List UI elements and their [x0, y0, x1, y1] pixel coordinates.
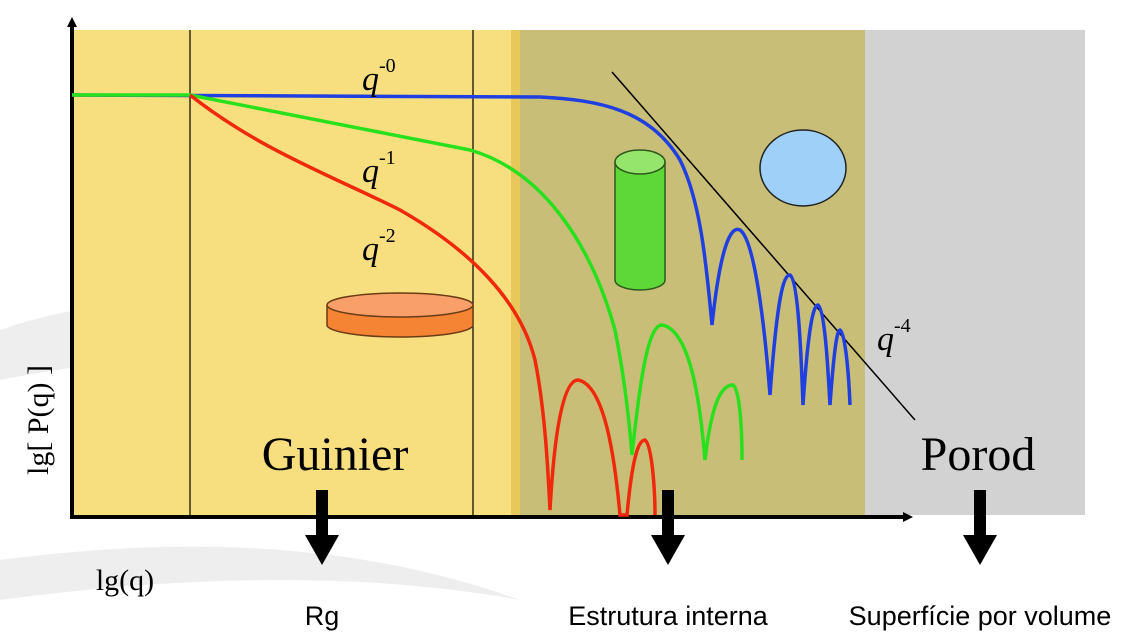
sphere-shape [759, 129, 847, 207]
output-label: Rg [305, 601, 340, 631]
green-curve [72, 93, 744, 461]
label-base: q [362, 153, 379, 190]
curve-label: q-4 [877, 315, 911, 358]
porod-region [865, 30, 1085, 515]
guinier-region [70, 30, 515, 515]
porod-slope [611, 71, 916, 421]
label-exp: -1 [379, 147, 396, 169]
curve-label: q-1 [362, 147, 396, 190]
red-curve [188, 93, 657, 517]
curve-label: q-2 [362, 225, 396, 268]
region-label: Guinier [262, 428, 409, 481]
internal-region [515, 30, 865, 515]
label-base: q [362, 61, 379, 98]
label-exp: -2 [379, 225, 396, 247]
x-axis-label: lg(q) [96, 564, 154, 597]
region-label: Porod [921, 428, 1036, 481]
region-border [511, 30, 520, 515]
watermark [0, 546, 520, 600]
disk-shape [326, 292, 474, 338]
output-label: Superfície por volume [849, 601, 1112, 631]
label-base: q [877, 321, 894, 358]
label-exp: -4 [894, 315, 911, 337]
label-base: q [362, 231, 379, 268]
output-label: Estrutura interna [568, 601, 769, 631]
label-exp: -0 [379, 55, 396, 77]
curve-label: q-0 [362, 55, 396, 98]
y-axis-label: lg[ P(q) ] [22, 365, 55, 475]
cylinder-shape [614, 149, 666, 291]
output-arrows [305, 490, 997, 565]
blue-curve [71, 93, 852, 406]
